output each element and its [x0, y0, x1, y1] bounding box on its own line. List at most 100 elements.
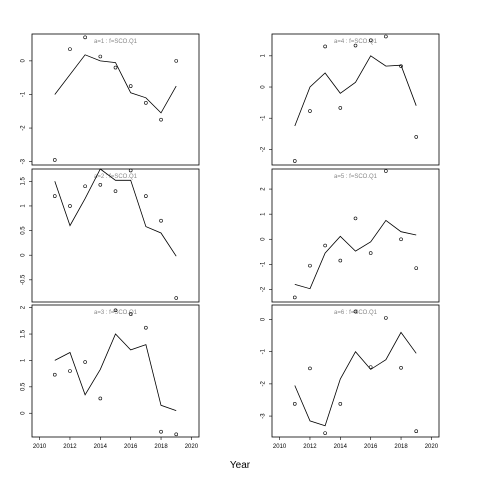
panel-6-xtick-label-3: 2016 — [364, 444, 378, 450]
panel-6-fitted-line — [294, 331, 417, 427]
panel-2-data-point-5 — [128, 168, 133, 173]
panel-1-data-point-6 — [144, 101, 148, 105]
panel-4-frame — [271, 33, 440, 166]
panel-6-data-point-1 — [308, 366, 312, 371]
panel-3-ytick-label-3: 0.5 — [21, 382, 27, 391]
panel-1-ytick-label-1: -1 — [21, 91, 27, 97]
panel-1-ytick-label-0: 0 — [21, 59, 27, 63]
panel-3-data-point-6 — [144, 325, 148, 330]
panel-4-data-point-6 — [384, 34, 388, 39]
panel-5-ytick-label-2: 0 — [261, 237, 267, 241]
panel-4-data-point-2 — [323, 44, 327, 49]
panel-1-frame — [31, 33, 200, 166]
panel-6-data-point-2 — [323, 431, 327, 435]
panel-2-ytick-label-4: -0.5 — [21, 274, 27, 285]
panel-2-title: a=2 : f=SCO.Q1 — [94, 174, 138, 180]
panel-5-ytick-label-3: -1 — [261, 261, 267, 267]
panel-2-ytick-label-1: 1 — [21, 204, 27, 208]
panel-6-xtick-label-4: 2018 — [394, 444, 408, 450]
panel-6-data-point-8 — [414, 429, 419, 434]
panel-5-frame — [271, 168, 440, 303]
panel-6-ytick-label-0: 0 — [261, 317, 267, 321]
panel-5-data-point-6 — [384, 169, 388, 173]
x-axis-label: Year — [229, 460, 251, 471]
panel-4-ytick-label-1: 0 — [261, 85, 267, 89]
panel-6-xtick-label-0: 2010 — [273, 444, 287, 450]
panel-6-ytick-label-3: -3 — [261, 413, 267, 419]
panel-2-ytick-label-3: 0 — [21, 253, 27, 257]
panel-4-data-point-0 — [292, 159, 297, 163]
panel-3-ytick-label-4: 0 — [21, 411, 27, 415]
panel-5-data-point-2 — [323, 243, 327, 248]
panel-6-data-point-4 — [353, 309, 358, 314]
panel-3-ytick-label-1: 1.5 — [21, 329, 27, 338]
panel-5-fitted-line — [294, 219, 417, 290]
panel-1-ytick-label-3: -3 — [21, 158, 27, 164]
panel-3-xtick-label-2: 2014 — [94, 444, 108, 450]
panel-4-data-point-3 — [338, 106, 343, 110]
panel-3-xtick-label-0: 2010 — [33, 444, 47, 450]
panel-5-data-point-3 — [338, 258, 343, 263]
panel-5-data-point-8 — [414, 266, 419, 270]
panel-6-data-point-0 — [292, 402, 297, 406]
panel-4-ytick-label-3: -2 — [261, 146, 267, 152]
panel-3-xtick-label-1: 2012 — [63, 444, 77, 450]
panel-1-ytick-label-2: -2 — [21, 125, 27, 131]
panel-1-data-point-5 — [128, 84, 133, 88]
panel-4-ytick-label-2: -1 — [261, 115, 267, 121]
panel-6-data-point-6 — [384, 316, 388, 320]
panel-1-data-point-3 — [98, 54, 103, 59]
panel-2-ytick-label-2: 0.5 — [21, 226, 27, 235]
panel-6-xtick-label-2: 2014 — [334, 444, 348, 450]
panel-1-fitted-line — [54, 54, 177, 114]
panel-6-data-point-7 — [399, 365, 403, 370]
panel-5-data-point-7 — [399, 237, 403, 242]
panel-6-xtick-label-5: 2020 — [425, 444, 439, 450]
panel-3-data-point-2 — [83, 360, 87, 364]
panel-5-ytick-label-0: 2 — [261, 187, 267, 191]
panel-2-data-point-1 — [68, 204, 72, 208]
panel-1-data-point-4 — [113, 65, 118, 70]
panel-3-xtick-label-3: 2016 — [124, 444, 138, 450]
panel-2-data-point-6 — [144, 194, 148, 198]
panel-1-data-point-0 — [52, 158, 57, 162]
panel-6-frame — [271, 304, 440, 438]
panel-6-ytick-label-2: -2 — [261, 381, 267, 387]
panel-2-frame — [31, 168, 200, 303]
panel-5-ytick-label-4: -2 — [261, 286, 267, 292]
panel-3-title: a=3 : f=SCO.Q1 — [94, 310, 138, 316]
panel-6-data-point-5 — [368, 365, 373, 369]
panel-4-data-point-8 — [414, 135, 419, 139]
panel-6-data-point-3 — [338, 402, 343, 406]
panel-3-ytick-label-0: 2 — [21, 305, 27, 309]
panel-1-data-point-2 — [83, 35, 87, 40]
panel-4-data-point-1 — [308, 109, 312, 113]
panel-3-data-point-7 — [159, 429, 163, 434]
panel-1-title: a=1 : f=SCO.Q1 — [94, 39, 138, 45]
panel-5-data-point-5 — [368, 251, 373, 255]
panel-4-fitted-line — [294, 55, 417, 127]
panel-2-data-point-7 — [159, 218, 163, 223]
panel-6-ytick-label-1: -1 — [261, 348, 267, 354]
panel-3-frame — [31, 304, 200, 438]
panel-4-data-point-4 — [353, 43, 358, 48]
panel-4-data-point-5 — [368, 38, 373, 43]
panel-4-title: a=4 : f=SCO.Q1 — [334, 39, 378, 45]
panel-1-data-point-1 — [68, 47, 72, 51]
panel-1-data-point-8 — [174, 59, 179, 63]
panel-3-ytick-label-2: 1 — [21, 358, 27, 362]
panel-2-ytick-label-0: 1.5 — [21, 176, 27, 185]
panel-5-title: a=5 : f=SCO.Q1 — [334, 174, 378, 180]
panel-3-data-point-4 — [113, 308, 118, 313]
panel-3-fitted-line — [54, 333, 177, 411]
panel-5-ytick-label-1: 1 — [261, 212, 267, 216]
panel-6-xtick-label-1: 2012 — [303, 444, 317, 450]
panel-4-ytick-label-0: 1 — [261, 54, 267, 58]
panel-5-data-point-4 — [353, 216, 358, 221]
panel-2-data-point-2 — [83, 184, 87, 189]
panel-2-data-point-8 — [174, 296, 179, 300]
panel-2-data-point-3 — [98, 182, 103, 187]
panel-5-data-point-0 — [292, 295, 297, 300]
panel-2-data-point-4 — [113, 189, 118, 193]
